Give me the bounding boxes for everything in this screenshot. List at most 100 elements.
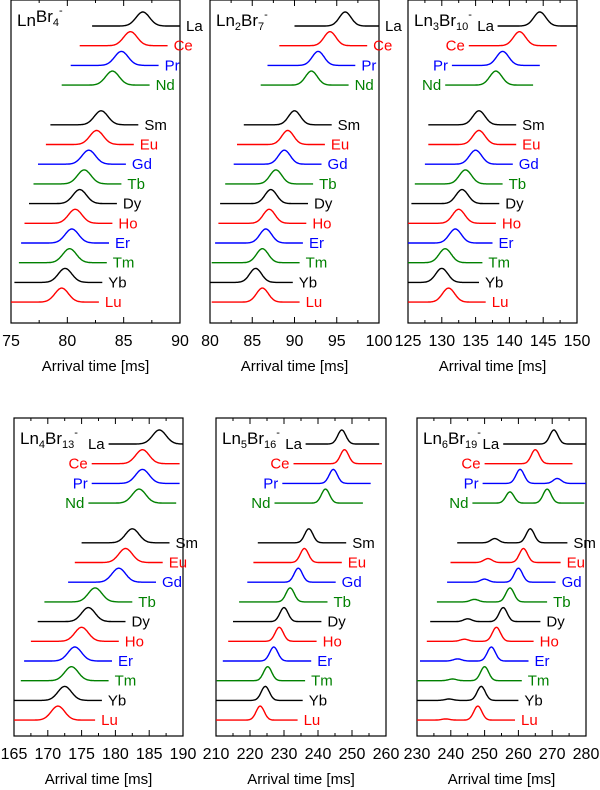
series-label-nd: Nd <box>422 77 441 94</box>
series-label-gd: Gd <box>162 574 182 591</box>
series-label-er: Er <box>309 235 324 252</box>
trace-sm <box>243 110 332 126</box>
trace-eu <box>237 129 325 146</box>
panel-title: Ln4Br13- <box>20 427 78 451</box>
trace-eu <box>253 547 342 564</box>
series-label-tm: Tm <box>528 673 550 690</box>
plot-frame <box>13 417 184 737</box>
title-br-sub: 7 <box>258 21 264 33</box>
series-label-tm: Tm <box>488 255 510 272</box>
series-label-ho: Ho <box>312 215 331 232</box>
trace-dy <box>233 606 322 623</box>
series-label-lu: Lu <box>492 294 509 311</box>
trace-pr <box>482 468 586 485</box>
title-ln-sub: 5 <box>241 439 247 451</box>
series-label-tm: Tm <box>115 673 137 690</box>
trace-eu <box>450 547 561 564</box>
series-label-dy: Dy <box>123 196 142 213</box>
x-tick-label: 135 <box>462 333 489 350</box>
title-ln: Ln <box>222 429 241 448</box>
series-label-dy: Dy <box>327 614 346 631</box>
series-label-gd: Gd <box>562 574 582 591</box>
series-label-er: Er <box>317 653 332 670</box>
x-tick-label: 240 <box>305 746 332 763</box>
x-tick-label: 260 <box>373 746 400 763</box>
x-tick-label: 95 <box>328 333 346 350</box>
x-tick-label: 190 <box>170 746 197 763</box>
trace-gd <box>424 149 513 165</box>
trace-gd <box>38 149 126 165</box>
title-br: Br <box>241 11 258 30</box>
trace-yb <box>216 685 303 702</box>
trace-tm <box>216 665 306 682</box>
panel-6: 230 240 250 260 270 280 Arrival time [ms] Ln6Br… <box>404 417 599 788</box>
x-tick-label: 85 <box>115 333 133 350</box>
trace-sm <box>457 528 568 544</box>
x-axis-title: Arrival time [ms] <box>45 771 153 788</box>
title-charge: - <box>74 427 78 439</box>
series-label-sm: Sm <box>522 117 545 134</box>
trace-yb <box>408 267 479 284</box>
trace-er <box>420 646 529 662</box>
trace-sm <box>428 110 517 126</box>
series-label-la: La <box>477 18 494 35</box>
series-label-sm: Sm <box>175 535 198 552</box>
trace-tm <box>20 666 109 682</box>
series-label-eu: Eu <box>522 137 540 154</box>
series-label-dy: Dy <box>546 614 565 631</box>
trace-sm <box>257 528 347 544</box>
series-label-ce: Ce <box>461 456 480 473</box>
trace-ce <box>279 31 368 47</box>
series-label-pr: Pr <box>263 475 278 492</box>
series-label-tb: Tb <box>553 594 571 611</box>
x-tick-label: 230 <box>404 746 431 763</box>
series-label-sm: Sm <box>144 117 167 134</box>
x-tick-label: 175 <box>68 746 95 763</box>
trace-nd <box>260 70 349 86</box>
series-label-nd: Nd <box>355 77 374 94</box>
title-ln-sub: 6 <box>442 439 448 451</box>
trace-ho <box>426 626 534 642</box>
trace-gd <box>247 567 336 583</box>
trace-nd <box>472 488 585 504</box>
series-label-nd: Nd <box>449 495 468 512</box>
panel-4: 165 170 175 180 185 190 Arrival time [ms] Ln4Br… <box>1 417 198 788</box>
trace-er <box>222 646 312 662</box>
title-br: Br <box>247 429 264 448</box>
trace-ce <box>468 31 557 47</box>
series-label-la: La <box>186 18 203 35</box>
trace-ho <box>228 626 317 642</box>
series-label-nd: Nd <box>251 495 270 512</box>
series-label-yb: Yb <box>299 274 317 291</box>
series-label-pr: Pr <box>73 475 88 492</box>
trace-dy <box>37 606 126 623</box>
title-br: Br <box>448 429 465 448</box>
series-label-dy: Dy <box>132 614 151 631</box>
panel-5: 210 220 230 240 250 260 Arrival time [ms] Ln5Br… <box>203 417 400 788</box>
trace-tb <box>239 587 328 603</box>
x-tick-label: 75 <box>2 333 20 350</box>
x-tick-label: 220 <box>237 746 264 763</box>
title-br-sub: 19 <box>465 439 477 451</box>
trace-lu <box>216 705 298 721</box>
trace-eu <box>74 547 163 564</box>
x-tick-label: 270 <box>539 746 566 763</box>
series-label-ce: Ce <box>69 456 88 473</box>
trace-er <box>215 228 303 244</box>
panel-title: LnBr4- <box>17 5 63 30</box>
x-axis-title: Arrival time [ms] <box>241 358 349 375</box>
trace-tm <box>417 665 522 682</box>
series-label-sm: Sm <box>573 535 596 552</box>
trace-yb <box>210 267 293 284</box>
series-label-eu: Eu <box>140 137 158 154</box>
series-label-er: Er <box>535 653 550 670</box>
title-br-sub: 13 <box>62 439 74 451</box>
trace-lu <box>211 287 300 303</box>
trace-nd <box>88 488 177 504</box>
title-ln-sub: 4 <box>39 439 45 451</box>
trace-ho <box>24 208 113 224</box>
x-tick-label: 185 <box>136 746 163 763</box>
x-tick-label: 140 <box>496 333 523 350</box>
title-charge: - <box>264 9 268 21</box>
trace-dy <box>411 188 500 205</box>
